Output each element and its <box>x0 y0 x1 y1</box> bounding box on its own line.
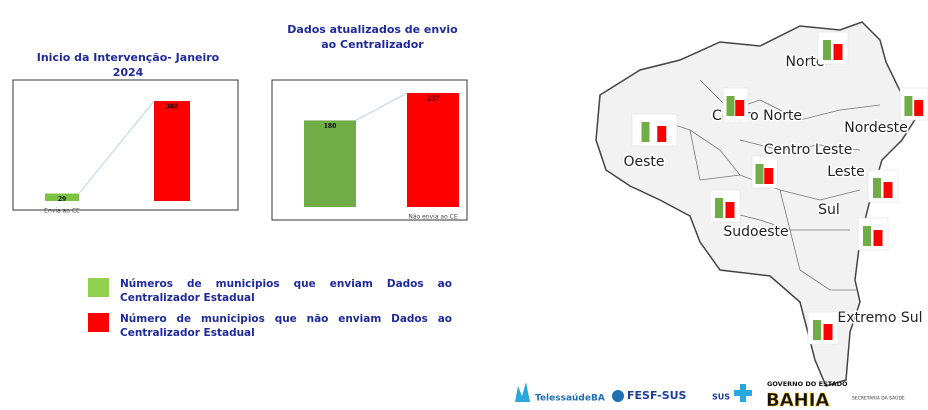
connector-line <box>78 100 155 194</box>
region-border <box>689 129 741 176</box>
region-label: Sul <box>818 202 840 218</box>
mini-bar <box>823 324 833 340</box>
mini-chart <box>867 169 899 203</box>
bar <box>154 101 190 201</box>
logo-icon <box>734 384 752 402</box>
chart-frame <box>12 79 239 211</box>
legend-label: Número de municipios que não enviam Dado… <box>120 313 452 339</box>
value-label: 388 <box>166 104 179 111</box>
logo-text: GOVERNO DO ESTADO <box>767 380 848 388</box>
logo-text: SECRETARIA DA SAÚDE <box>852 395 905 402</box>
mini-bar <box>823 40 831 60</box>
region-label: Sudoeste <box>723 224 788 240</box>
logo-text: BAHIA <box>766 390 829 410</box>
mini-bar <box>725 202 735 218</box>
mini-bar <box>873 178 881 198</box>
value-label: 180 <box>324 123 337 130</box>
mini-chart <box>857 217 889 251</box>
mini-bar <box>883 182 893 198</box>
legend-swatch <box>88 278 109 297</box>
mini-bar <box>735 100 745 116</box>
mini-chart <box>807 311 839 345</box>
mini-chart <box>817 31 849 65</box>
mini-bar <box>715 198 723 218</box>
bar <box>407 93 459 207</box>
logo-text: SUS <box>712 393 730 402</box>
region-label: Oeste <box>623 154 664 170</box>
region-border <box>799 269 856 291</box>
map-outline <box>595 21 917 387</box>
category-label: Não envia ao CE <box>408 214 457 221</box>
mini-chart <box>709 189 741 223</box>
logo-icon <box>515 382 530 402</box>
mini-bar <box>813 320 821 340</box>
mini-bar <box>726 96 735 116</box>
chart-title: Dados atualizados de envio ao Centraliza… <box>287 23 458 51</box>
region-label: Norte <box>786 54 825 70</box>
bar <box>304 120 356 207</box>
mini-bar <box>873 230 883 246</box>
category-label: Envia ao CE <box>44 208 80 215</box>
mini-chart <box>631 113 678 147</box>
bar <box>45 193 79 201</box>
mini-bar <box>657 126 667 142</box>
mini-bar <box>914 100 924 116</box>
mini-chart <box>899 87 928 121</box>
mini-bar <box>904 96 913 116</box>
logo-text: TelessaúdeBA <box>535 394 605 404</box>
mini-bar <box>764 168 774 184</box>
region-label: Extremo Sul <box>838 310 923 326</box>
chart-title: Inicio da Intervenção- Janeiro 2024 <box>36 51 220 79</box>
legend-swatch <box>88 313 109 332</box>
mini-bar <box>641 122 650 142</box>
region-border <box>739 139 861 151</box>
mini-bar <box>755 164 764 184</box>
region-label: Nordeste <box>844 120 907 136</box>
value-label: 29 <box>58 196 66 203</box>
logo-text: FESF-SUS <box>627 389 687 402</box>
connector-line <box>355 92 408 121</box>
logo-icon <box>612 390 624 402</box>
legend-label: Números de municipios que enviam Dados a… <box>120 278 452 304</box>
mini-bar <box>863 226 871 246</box>
mini-bar <box>833 44 843 60</box>
region-label: Centro Leste <box>764 142 853 158</box>
value-label: 237 <box>427 96 440 103</box>
region-label: Leste <box>827 164 865 180</box>
